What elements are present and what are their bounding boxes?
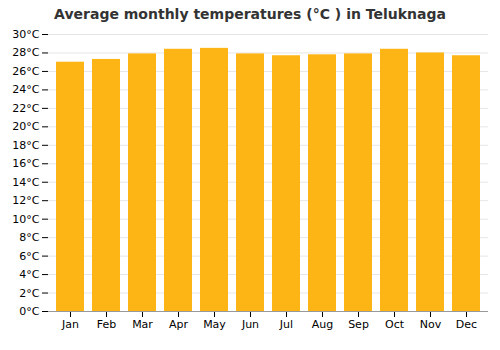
svg-text:22°C: 22°C [12,102,39,115]
svg-text:18°C: 18°C [12,139,39,152]
svg-text:Nov: Nov [420,318,442,331]
svg-text:May: May [203,318,226,331]
svg-text:2°C: 2°C [19,287,39,300]
svg-text:14°C: 14°C [12,176,39,189]
svg-text:Oct: Oct [385,318,405,331]
svg-text:Jul: Jul [279,318,293,331]
svg-text:Mar: Mar [132,318,153,331]
html-text:Average monthly temperatures (: Average monthly temperatures (°C ) in Te… [54,6,446,22]
svg-text:24°C: 24°C [12,83,39,96]
svg-text:Aug: Aug [312,318,333,331]
svg-text:Jun: Jun [241,318,259,331]
svg-text:28°C: 28°C [12,46,39,59]
svg-text:Sep: Sep [348,318,369,331]
svg-text:20°C: 20°C [12,120,39,133]
svg-text:10°C: 10°C [12,213,39,226]
svg-text:4°C: 4°C [19,268,39,281]
svg-text:8°C: 8°C [19,231,39,244]
svg-text:Feb: Feb [97,318,116,331]
svg-text:30°C: 30°C [12,28,39,41]
svg-text:16°C: 16°C [12,157,39,170]
svg-text:26°C: 26°C [12,65,39,78]
svg-text:Dec: Dec [456,318,477,331]
svg-text:12°C: 12°C [12,194,39,207]
svg-text:0°C: 0°C [19,305,39,318]
svg-text:Apr: Apr [169,318,189,331]
svg-text:6°C: 6°C [19,250,39,263]
svg-text:Jan: Jan [61,318,79,331]
